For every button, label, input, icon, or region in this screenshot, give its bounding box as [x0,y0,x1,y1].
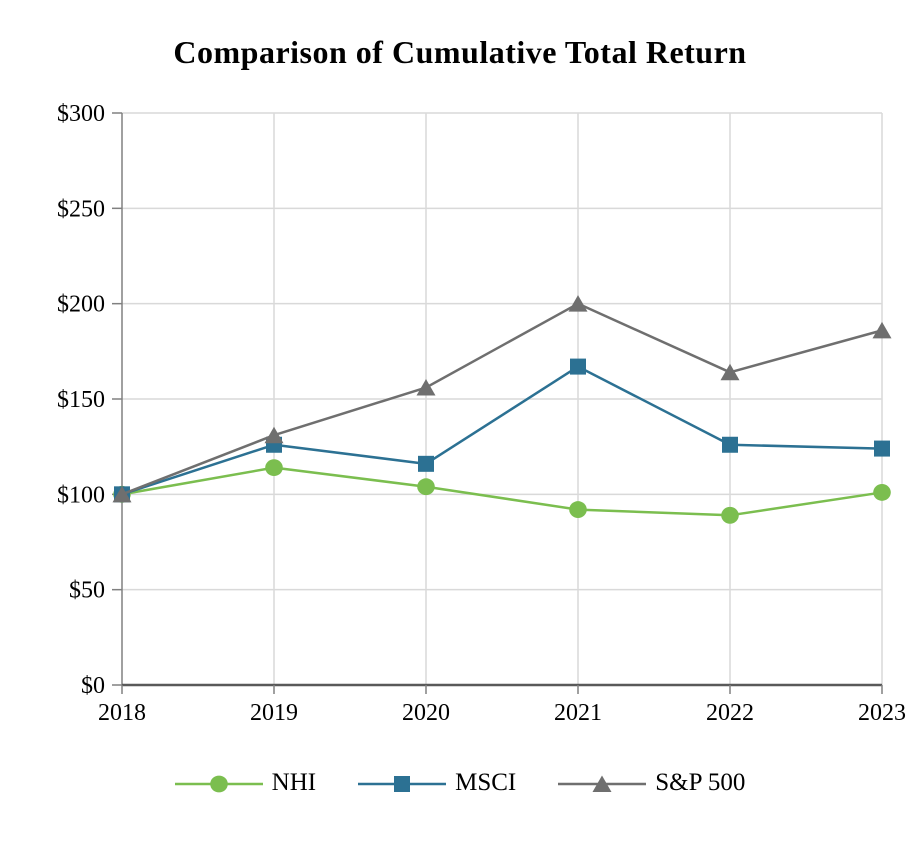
circle-data-marker [721,506,739,524]
circle-data-marker [569,501,587,518]
legend-item-sp500: S&P 500 [558,770,745,797]
square-data-marker [874,440,890,457]
y-tick-label: $100 [57,482,105,508]
x-tick-label: 2023 [858,700,906,726]
chart-legend: NHI MSCI S&P 500 [0,770,920,797]
triangle-data-marker [592,775,612,792]
sp500-triangle-marker-icon [558,775,647,792]
legend-label-nhi: NHI [271,769,317,796]
y-tick-label: $50 [69,578,105,604]
triangle-data-marker [264,426,284,444]
y-tick-label: $300 [57,101,105,127]
triangle-data-marker [872,321,892,339]
triangle-data-marker [568,295,588,312]
circle-data-marker [417,478,435,496]
x-tick-label: 2021 [554,700,602,726]
x-tick-label: 2020 [402,700,450,726]
msci-square-marker-icon [358,775,447,792]
legend-label-sp500: S&P 500 [655,769,746,796]
series-line-sp500 [121,302,883,496]
square-data-marker [418,455,434,472]
y-tick-label: $150 [57,387,105,413]
series-line-nhi [121,466,883,517]
chart-title: Comparison of Cumulative Total Return [173,34,747,70]
triangle-data-marker [720,363,740,381]
legend-item-msci: MSCI [358,770,516,797]
x-tick-label: 2018 [98,700,146,726]
nhi-circle-marker-icon [174,775,263,792]
circle-data-marker [209,775,228,792]
series-line-msci [121,365,883,496]
x-tick-label: 2022 [706,700,754,726]
circle-data-marker [873,484,891,501]
legend-label-msci: MSCI [455,769,517,796]
legend-item-nhi: NHI [174,769,317,797]
circle-data-marker [265,459,283,477]
square-data-marker [570,358,586,375]
triangle-data-marker [416,379,436,396]
y-tick-label: $200 [57,292,105,318]
triangle-data-marker [112,485,132,503]
x-tick-label: 2019 [250,700,298,726]
y-tick-label: $250 [57,196,105,222]
square-data-marker [722,436,738,453]
line-chart-plot: $0 $50 $100 $150 $200 $250 $300 2018 2019 2020 202… [57,101,906,726]
square-data-marker [394,775,411,792]
y-tick-label: $0 [81,673,105,699]
